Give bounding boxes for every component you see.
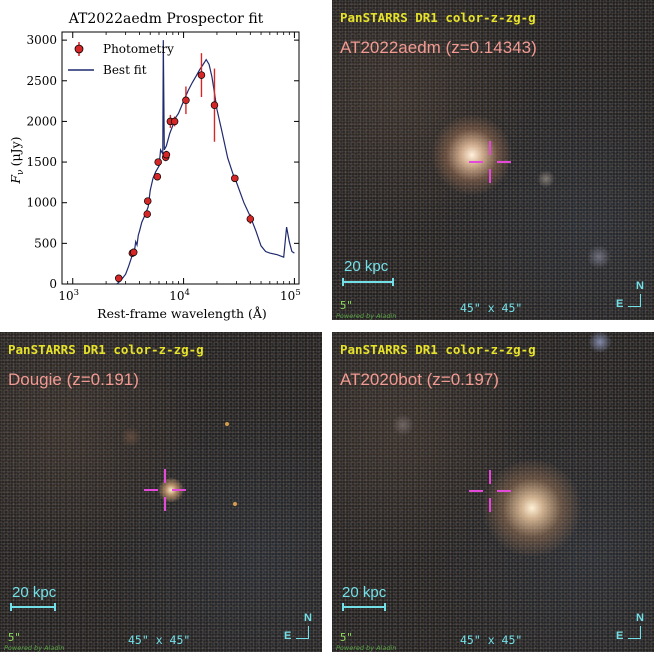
host-galaxy xyxy=(432,115,512,195)
scale-bar-label: 20 kpc xyxy=(344,258,389,275)
compass-east-label: E xyxy=(616,298,624,310)
x-axis-ticks: 103 104 105 xyxy=(58,32,301,303)
photometry-point xyxy=(231,174,239,183)
y-tick-label: 2000 xyxy=(26,114,57,128)
photometry-point xyxy=(153,172,162,181)
compass-north-arrow xyxy=(307,626,309,639)
faint-source xyxy=(392,414,414,436)
field-of-view-label: 45" x 45" xyxy=(460,301,523,315)
photometry-point xyxy=(170,117,179,126)
faint-source xyxy=(587,245,611,269)
powered-by-label: Powered by Aladin xyxy=(336,312,397,320)
faint-source xyxy=(225,422,229,426)
pixel-scale-label: 5" xyxy=(340,632,353,644)
survey-title: PanSTARRS DR1 color-z-zg-g xyxy=(340,10,536,25)
crosshair-marker xyxy=(144,469,186,511)
legend: Photometry Best fit xyxy=(68,42,174,77)
x-tick-label: 103 xyxy=(58,288,79,303)
scale-bar-label: 20 kpc xyxy=(342,584,387,601)
y-tick-label: 1500 xyxy=(26,155,57,169)
compass-north-arrow xyxy=(639,294,641,307)
crosshair-marker xyxy=(469,470,511,512)
photometry-point xyxy=(154,158,162,166)
compass-north-label: N xyxy=(636,612,644,624)
faint-source xyxy=(233,502,237,506)
object-label: AT2020bot (z=0.197) xyxy=(340,370,499,389)
scale-bar-label: 20 kpc xyxy=(12,584,57,601)
compass: N E xyxy=(616,612,644,642)
survey-title: PanSTARRS DR1 color-z-zg-g xyxy=(340,342,536,357)
field-of-view-label: 45" x 45" xyxy=(128,633,191,647)
x-tick-label: 104 xyxy=(169,288,190,303)
legend-photometry-marker xyxy=(74,44,84,54)
scale-bar xyxy=(342,278,394,286)
photometry-point xyxy=(114,274,123,283)
sky-image-panel-at2020bot: PanSTARRS DR1 color-z-zg-g AT2020bot (z=… xyxy=(332,332,654,652)
compass-east-label: E xyxy=(284,630,292,642)
y-tick-label: 500 xyxy=(34,236,57,250)
y-tick-label: 0 xyxy=(49,277,57,291)
y-axis-label-main: F xyxy=(8,174,23,185)
photometry-point xyxy=(162,150,171,159)
sky-image-panel-at2022aedm: PanSTARRS DR1 color-z-zg-g AT2022aedm (z… xyxy=(332,0,654,320)
photometry-point xyxy=(210,101,219,109)
sed-chart-panel: AT2022aedm Prospector fit 0 500 1000 1500 20… xyxy=(0,0,326,326)
sed-chart: AT2022aedm Prospector fit 0 500 1000 1500 20… xyxy=(8,11,301,321)
faint-source xyxy=(120,427,142,447)
sky-image-panel-dougie: PanSTARRS DR1 color-z-zg-g Dougie (z=0.1… xyxy=(0,332,322,652)
crosshair-marker xyxy=(469,141,511,183)
survey-title: PanSTARRS DR1 color-z-zg-g xyxy=(8,342,204,357)
y-tick-label: 3000 xyxy=(26,33,57,47)
compass-north-label: N xyxy=(636,280,644,292)
field-of-view-label: 45" x 45" xyxy=(460,633,523,647)
photometry-point xyxy=(182,96,190,105)
powered-by-label: Powered by Aladin xyxy=(4,644,65,652)
powered-by-label: Powered by Aladin xyxy=(336,644,397,652)
plot-frame xyxy=(61,31,300,285)
pixel-scale-label: 5" xyxy=(8,632,21,644)
y-tick-label: 1000 xyxy=(26,196,57,210)
scale-bar xyxy=(342,603,386,611)
y-axis-label-unit: (μJy) xyxy=(8,136,23,166)
compass: N E xyxy=(284,612,312,642)
compass-east-label: E xyxy=(616,630,624,642)
photometry-series xyxy=(114,53,255,283)
compass-north-arrow xyxy=(639,626,641,639)
chart-title: AT2022aedm Prospector fit xyxy=(68,11,264,27)
object-label: Dougie (z=0.191) xyxy=(8,370,139,389)
y-axis-ticks: 0 500 1000 1500 2000 2500 3000 xyxy=(26,33,299,291)
photometry-point xyxy=(197,71,206,79)
pixel-scale-label: 5" xyxy=(340,300,353,312)
photometry-point xyxy=(143,197,152,205)
x-axis-label: Rest-frame wavelength (Å) xyxy=(97,306,267,321)
compass-east-arrow xyxy=(628,637,641,639)
compass-east-arrow xyxy=(628,305,641,307)
y-axis-label-sub: ν xyxy=(16,169,26,174)
faint-source xyxy=(587,332,613,352)
y-tick-label: 2500 xyxy=(26,74,57,88)
legend-photometry-label: Photometry xyxy=(103,42,174,56)
compass-east-arrow xyxy=(296,637,309,639)
legend-best-fit-label: Best fit xyxy=(103,63,147,77)
scale-bar xyxy=(10,603,56,611)
faint-source xyxy=(537,170,555,188)
svg-text:Fν(μJy): Fν (μJy) xyxy=(8,136,26,184)
photometry-point xyxy=(143,210,151,218)
object-label: AT2022aedm (z=0.14343) xyxy=(340,38,537,57)
photometry-point xyxy=(129,248,138,257)
compass-north-label: N xyxy=(304,612,312,624)
host-galaxy xyxy=(482,460,582,556)
compass: N E xyxy=(616,280,644,310)
photometry-point xyxy=(246,215,255,223)
y-axis-label: Fν (μJy) xyxy=(8,136,26,184)
x-tick-label: 105 xyxy=(280,288,301,303)
